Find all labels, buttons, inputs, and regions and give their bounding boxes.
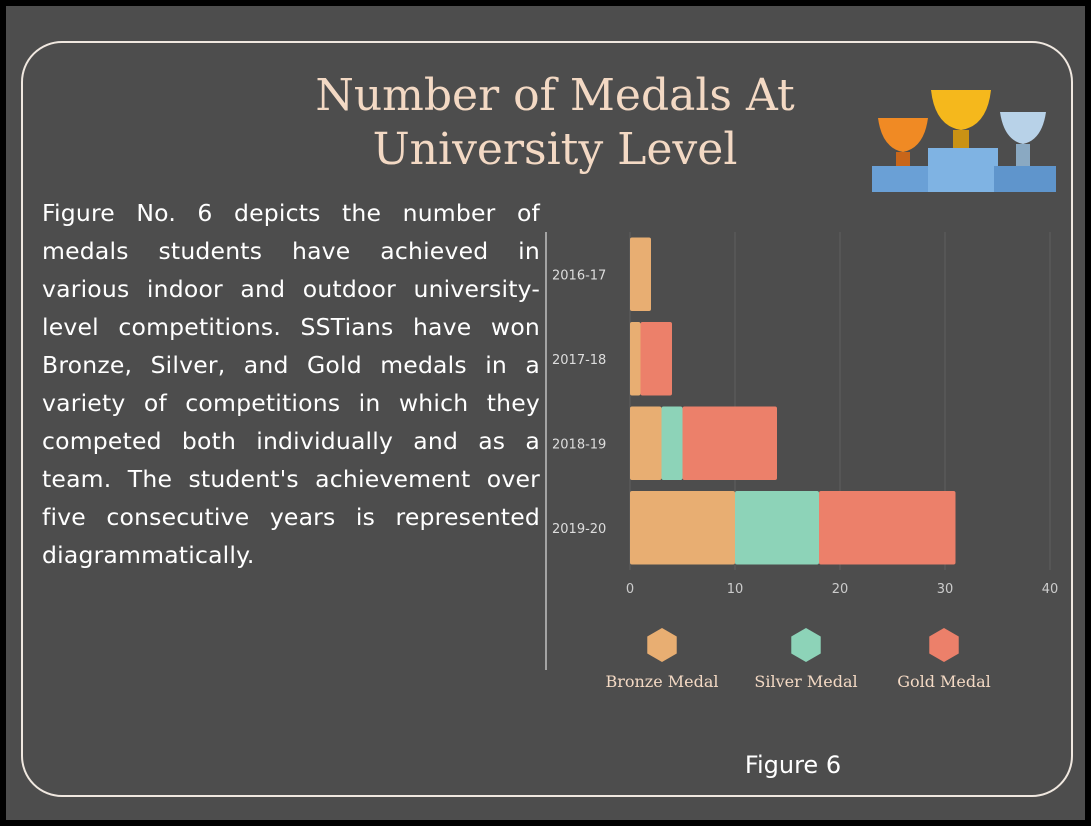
legend-swatch [647,628,677,662]
legend-swatch [791,628,821,662]
bar-segment [682,406,777,481]
legend-swatch [929,628,959,662]
x-tick-label: 10 [727,582,744,597]
bar-segment [630,237,651,312]
description: Figure No. 6 depicts the number of medal… [42,199,540,569]
trophy-icon [872,90,1056,192]
legend-label: Bronze Medal [605,672,718,691]
bar-segment [819,490,956,565]
bar-segment [661,406,683,481]
page: Number of Medals At University Level Fig… [6,6,1085,820]
x-tick-label: 0 [626,582,634,597]
bar-segment [735,490,819,565]
y-tick-label: 2016-17 [552,268,606,283]
bar-segment [630,406,662,481]
bar-segment [630,490,735,565]
legend-label: Silver Medal [754,672,857,691]
y-tick-label: 2019-20 [552,522,606,537]
x-tick-label: 20 [832,582,849,597]
x-tick-label: 40 [1042,582,1059,597]
infographic: Number of Medals At University Level Fig… [21,41,1073,797]
bar-segment [630,321,641,396]
bar-segment [640,321,672,396]
y-tick-label: 2017-18 [552,353,606,368]
title-line: Number of Medals At [315,70,795,121]
title-line: University Level [373,124,738,175]
figure-caption: Figure 6 [745,751,841,779]
frame [21,41,1073,797]
x-tick-label: 30 [937,582,954,597]
y-tick-label: 2018-19 [552,437,606,452]
legend-label: Gold Medal [897,672,991,691]
